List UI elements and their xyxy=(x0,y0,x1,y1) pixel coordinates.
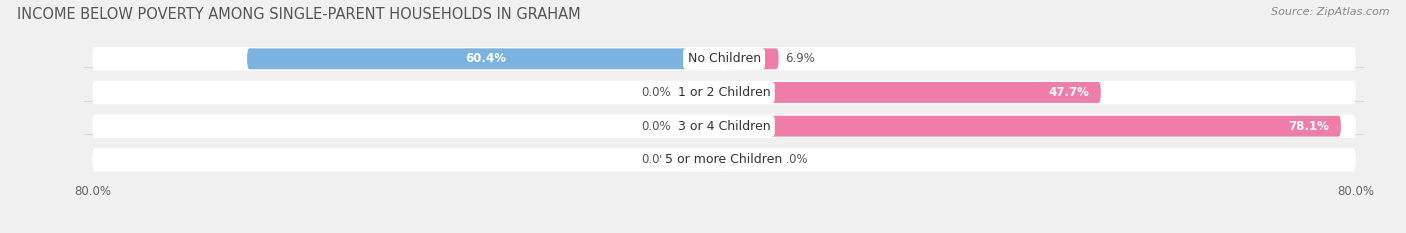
Text: INCOME BELOW POVERTY AMONG SINGLE-PARENT HOUSEHOLDS IN GRAHAM: INCOME BELOW POVERTY AMONG SINGLE-PARENT… xyxy=(17,7,581,22)
Text: No Children: No Children xyxy=(688,52,761,65)
Text: 78.1%: 78.1% xyxy=(1288,120,1329,133)
Text: 1 or 2 Children: 1 or 2 Children xyxy=(678,86,770,99)
FancyBboxPatch shape xyxy=(93,148,1355,172)
Text: Source: ZipAtlas.com: Source: ZipAtlas.com xyxy=(1271,7,1389,17)
FancyBboxPatch shape xyxy=(247,48,724,69)
FancyBboxPatch shape xyxy=(676,116,724,137)
Text: 0.0%: 0.0% xyxy=(641,120,671,133)
Text: 3 or 4 Children: 3 or 4 Children xyxy=(678,120,770,133)
FancyBboxPatch shape xyxy=(724,82,1101,103)
Text: 0.0%: 0.0% xyxy=(778,153,807,166)
Text: 6.9%: 6.9% xyxy=(785,52,815,65)
Text: 47.7%: 47.7% xyxy=(1047,86,1090,99)
FancyBboxPatch shape xyxy=(724,116,1341,137)
FancyBboxPatch shape xyxy=(724,149,772,170)
FancyBboxPatch shape xyxy=(676,149,724,170)
FancyBboxPatch shape xyxy=(93,47,1355,71)
FancyBboxPatch shape xyxy=(93,114,1355,138)
FancyBboxPatch shape xyxy=(676,82,724,103)
FancyBboxPatch shape xyxy=(724,48,779,69)
Text: 60.4%: 60.4% xyxy=(465,52,506,65)
Text: 0.0%: 0.0% xyxy=(641,153,671,166)
Text: 5 or more Children: 5 or more Children xyxy=(665,153,783,166)
FancyBboxPatch shape xyxy=(93,81,1355,104)
Text: 0.0%: 0.0% xyxy=(641,86,671,99)
